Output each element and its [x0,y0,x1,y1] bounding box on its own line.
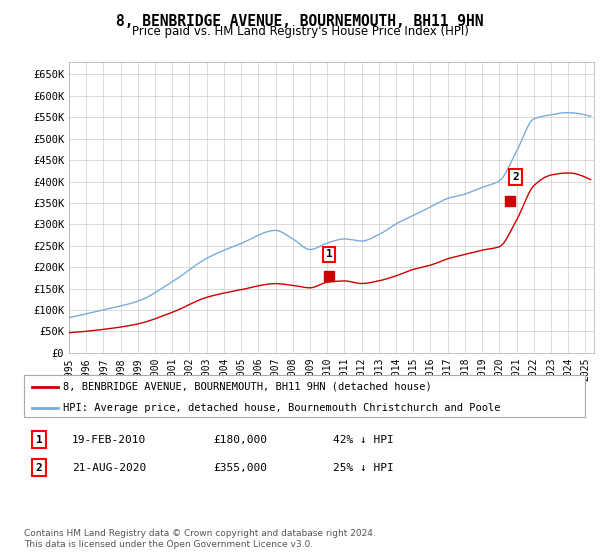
Text: 19-FEB-2010: 19-FEB-2010 [72,435,146,445]
Text: 1: 1 [326,249,332,259]
Text: 2: 2 [512,172,519,182]
Text: 8, BENBRIDGE AVENUE, BOURNEMOUTH, BH11 9HN: 8, BENBRIDGE AVENUE, BOURNEMOUTH, BH11 9… [116,14,484,29]
Text: 8, BENBRIDGE AVENUE, BOURNEMOUTH, BH11 9HN (detached house): 8, BENBRIDGE AVENUE, BOURNEMOUTH, BH11 9… [63,381,432,391]
Text: 2: 2 [35,463,43,473]
Text: 21-AUG-2020: 21-AUG-2020 [72,463,146,473]
Text: HPI: Average price, detached house, Bournemouth Christchurch and Poole: HPI: Average price, detached house, Bour… [63,403,501,413]
Text: £180,000: £180,000 [213,435,267,445]
Text: Contains HM Land Registry data © Crown copyright and database right 2024.
This d: Contains HM Land Registry data © Crown c… [24,529,376,549]
Text: Price paid vs. HM Land Registry's House Price Index (HPI): Price paid vs. HM Land Registry's House … [131,25,469,38]
Text: £355,000: £355,000 [213,463,267,473]
Text: 42% ↓ HPI: 42% ↓ HPI [333,435,394,445]
Text: 1: 1 [35,435,43,445]
Text: 25% ↓ HPI: 25% ↓ HPI [333,463,394,473]
